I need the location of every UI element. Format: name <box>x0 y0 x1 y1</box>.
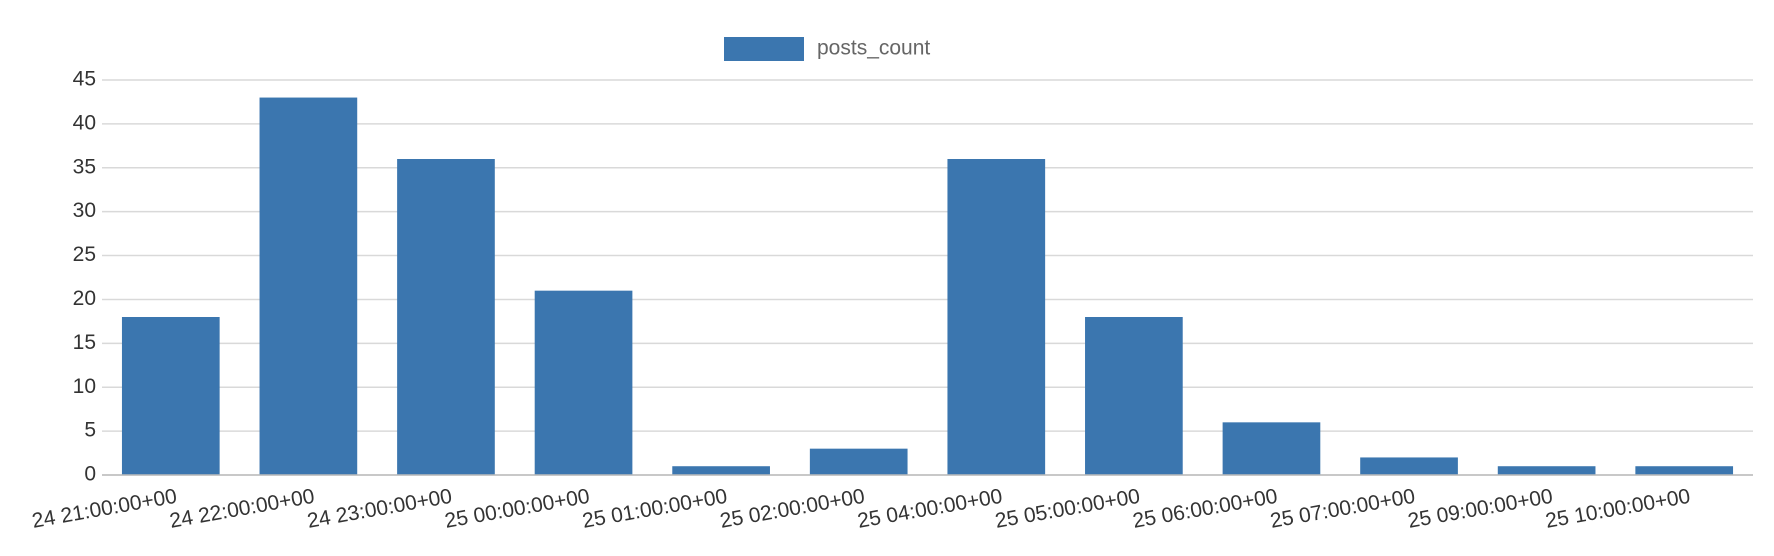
legend-label: posts_count <box>817 37 930 60</box>
bar <box>259 97 358 476</box>
y-tick-label: 40 <box>73 111 96 134</box>
bar <box>672 466 770 475</box>
bar <box>1635 466 1734 475</box>
x-tick-label: 24 22:00:00+00 <box>168 485 316 533</box>
legend-swatch <box>724 37 804 61</box>
y-tick-label: 30 <box>73 199 96 222</box>
y-tick-label: 5 <box>84 419 96 442</box>
x-tick-label: 25 10:00:00+00 <box>1544 485 1692 533</box>
y-tick-label: 35 <box>73 155 96 178</box>
bar <box>809 448 908 475</box>
x-tick-label: 25 06:00:00+00 <box>1131 485 1279 533</box>
bar <box>1497 466 1596 475</box>
x-tick-label: 25 05:00:00+00 <box>993 485 1141 533</box>
x-tick-label: 25 02:00:00+00 <box>718 485 866 533</box>
x-tick-label: 25 04:00:00+00 <box>856 485 1004 533</box>
x-tick-label: 25 09:00:00+00 <box>1406 485 1554 533</box>
x-tick-label: 24 21:00:00+00 <box>30 485 178 533</box>
bar <box>947 159 1046 475</box>
y-tick-label: 45 <box>73 68 96 91</box>
bar <box>121 317 220 475</box>
y-tick-label: 10 <box>73 375 96 398</box>
bar <box>1222 422 1321 475</box>
bar <box>534 290 633 475</box>
bar <box>397 159 495 475</box>
x-tick-label: 24 23:00:00+00 <box>305 485 453 533</box>
bar <box>1085 317 1183 475</box>
bar <box>1360 457 1458 475</box>
x-tick-label: 25 01:00:00+00 <box>581 485 729 533</box>
y-tick-label: 0 <box>84 463 96 486</box>
y-tick-label: 25 <box>73 243 96 266</box>
x-tick-label: 25 07:00:00+00 <box>1269 485 1417 533</box>
x-tick-label: 25 00:00:00+00 <box>443 485 591 533</box>
y-tick-label: 15 <box>73 331 96 354</box>
y-tick-label: 20 <box>73 287 96 310</box>
